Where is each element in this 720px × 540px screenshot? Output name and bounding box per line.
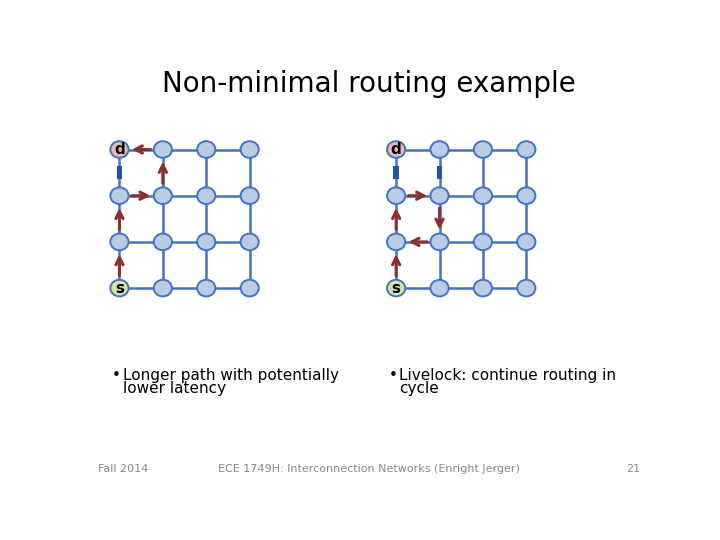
Ellipse shape <box>240 234 258 250</box>
Ellipse shape <box>431 280 449 296</box>
Ellipse shape <box>517 187 536 204</box>
Ellipse shape <box>474 280 492 296</box>
Text: d: d <box>114 142 125 157</box>
Ellipse shape <box>387 280 405 296</box>
Bar <box>117 166 122 179</box>
Ellipse shape <box>517 234 536 250</box>
Text: Fall 2014: Fall 2014 <box>98 464 148 475</box>
Ellipse shape <box>387 141 405 158</box>
Text: ECE 1749H: Interconnection Networks (Enright Jerger): ECE 1749H: Interconnection Networks (Enr… <box>218 464 520 475</box>
Text: cycle: cycle <box>399 381 439 395</box>
Ellipse shape <box>387 187 405 204</box>
Ellipse shape <box>240 187 258 204</box>
Ellipse shape <box>240 141 258 158</box>
Text: •: • <box>388 368 397 383</box>
Ellipse shape <box>110 280 129 296</box>
Text: s: s <box>115 281 124 295</box>
Ellipse shape <box>197 280 215 296</box>
Ellipse shape <box>474 234 492 250</box>
Bar <box>393 166 399 179</box>
Text: Livelock: continue routing in: Livelock: continue routing in <box>399 368 616 383</box>
Ellipse shape <box>154 280 172 296</box>
Bar <box>437 166 442 179</box>
Text: d: d <box>391 142 402 157</box>
Ellipse shape <box>474 141 492 158</box>
Ellipse shape <box>517 141 536 158</box>
Text: lower latency: lower latency <box>122 381 225 395</box>
Ellipse shape <box>474 187 492 204</box>
Text: •: • <box>112 368 120 383</box>
Ellipse shape <box>240 280 258 296</box>
Ellipse shape <box>197 187 215 204</box>
Text: 21: 21 <box>626 464 640 475</box>
Ellipse shape <box>197 234 215 250</box>
Ellipse shape <box>431 141 449 158</box>
Ellipse shape <box>197 141 215 158</box>
Ellipse shape <box>431 234 449 250</box>
Text: s: s <box>392 281 400 295</box>
Ellipse shape <box>387 234 405 250</box>
Ellipse shape <box>154 141 172 158</box>
Ellipse shape <box>110 187 129 204</box>
Ellipse shape <box>110 141 129 158</box>
Ellipse shape <box>154 187 172 204</box>
Ellipse shape <box>517 280 536 296</box>
Text: Longer path with potentially: Longer path with potentially <box>122 368 338 383</box>
Ellipse shape <box>154 234 172 250</box>
Ellipse shape <box>110 234 129 250</box>
Ellipse shape <box>431 187 449 204</box>
Text: Non-minimal routing example: Non-minimal routing example <box>162 70 576 98</box>
